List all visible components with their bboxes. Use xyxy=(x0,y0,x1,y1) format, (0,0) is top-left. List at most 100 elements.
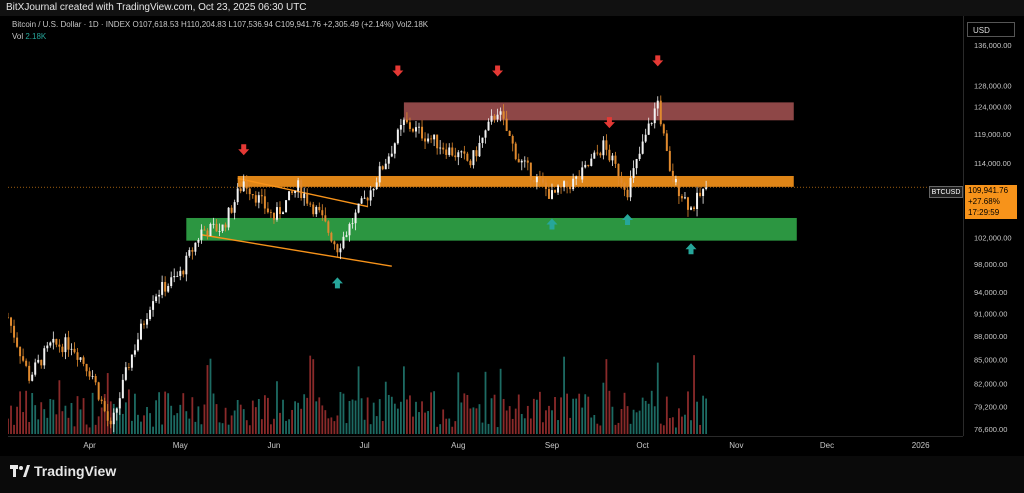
candle-body xyxy=(173,276,176,278)
candle-body xyxy=(375,182,378,189)
volume-bar xyxy=(457,372,460,434)
candle-body xyxy=(133,350,136,355)
trendline[interactable] xyxy=(201,234,392,267)
volume-bar xyxy=(91,392,94,434)
candle-body xyxy=(463,151,466,154)
volume-bar xyxy=(366,397,369,434)
chart-legend[interactable]: Bitcoin / U.S. Dollar · 1D · INDEX O107,… xyxy=(12,20,428,41)
price-tick-label: 82,000.00 xyxy=(974,379,1007,388)
tradingview-logo-icon xyxy=(10,465,30,477)
trendline[interactable] xyxy=(237,177,368,208)
candle-body xyxy=(218,231,221,232)
volume-bar xyxy=(40,402,43,434)
candle-body xyxy=(348,224,351,236)
up-arrow-marker[interactable] xyxy=(622,213,634,225)
tradingview-logo[interactable]: TradingView xyxy=(10,463,116,479)
candle-body xyxy=(239,188,242,192)
currency-button[interactable]: USD xyxy=(967,22,1015,37)
candle-body xyxy=(599,153,602,156)
volume-bar xyxy=(131,420,133,434)
volume-bar xyxy=(348,401,351,434)
candle-body xyxy=(303,193,306,199)
candle-body xyxy=(690,207,693,210)
down-arrow-marker[interactable] xyxy=(652,55,664,67)
volume-bar xyxy=(158,392,161,434)
candle-body xyxy=(130,354,133,368)
candle-body xyxy=(251,194,254,196)
down-arrow-marker[interactable] xyxy=(392,65,404,77)
time-axis[interactable]: Apr May Jun Jul Aug Sep Oct Nov Dec 2026 xyxy=(8,436,963,455)
price-axis[interactable]: 136,000.00 128,000.00 124,000.00 119,000.00… xyxy=(963,16,1020,436)
down-arrow-marker[interactable] xyxy=(603,117,615,129)
candle-body xyxy=(34,362,37,375)
candle-body xyxy=(315,206,318,215)
legend-vol-value: 2.18K xyxy=(25,32,47,41)
volume-bar xyxy=(88,427,91,434)
support-zone[interactable] xyxy=(186,217,797,241)
candle-body xyxy=(19,346,22,357)
down-arrow-marker[interactable] xyxy=(238,144,250,156)
volume-bar xyxy=(100,407,103,434)
volume-bar xyxy=(532,398,535,434)
arrows-layer xyxy=(238,55,697,289)
up-arrow-marker[interactable] xyxy=(546,218,558,230)
volume-bar xyxy=(194,421,197,434)
volume-bar xyxy=(218,422,221,434)
candle-body xyxy=(182,270,185,275)
candle-body xyxy=(566,181,569,187)
up-arrow-marker[interactable] xyxy=(685,243,697,255)
candle-body xyxy=(257,195,260,203)
pivot-zone[interactable] xyxy=(237,175,794,187)
volume-bar xyxy=(702,395,704,434)
candle-body xyxy=(457,152,460,158)
candle-body xyxy=(605,140,608,150)
volume-bar xyxy=(185,411,188,434)
candle-body xyxy=(421,126,424,139)
volume-bar xyxy=(13,424,15,434)
volume-bar xyxy=(508,406,511,434)
candle-body xyxy=(424,138,427,142)
price-chart[interactable] xyxy=(7,16,963,436)
time-axis-labels: Apr May Jun Jul Aug Sep Oct Nov Dec 2026 xyxy=(83,441,930,450)
last-price-countdown: 17:29:59 xyxy=(968,208,1000,217)
candle-body xyxy=(575,176,578,179)
candle-body xyxy=(451,147,454,156)
volume-bar xyxy=(593,415,596,434)
volume-bar xyxy=(7,418,9,434)
candle-body xyxy=(146,319,149,325)
volume-bar xyxy=(263,395,266,434)
volume-bar xyxy=(215,404,218,434)
candle-body xyxy=(188,250,191,256)
footer-bar xyxy=(0,456,1024,493)
volume-bar xyxy=(671,417,674,434)
volume-bar xyxy=(191,397,194,434)
candle-body xyxy=(502,111,505,119)
volume-bar xyxy=(285,420,287,434)
resistance-zone[interactable] xyxy=(403,102,794,121)
volume-bar xyxy=(529,418,532,434)
volume-bar xyxy=(61,411,64,434)
candle-body xyxy=(330,232,333,242)
candle-body xyxy=(155,296,158,302)
volume-bar xyxy=(656,362,659,434)
price-tick-label: 85,000.00 xyxy=(974,355,1007,364)
chart-pane[interactable] xyxy=(7,16,963,436)
volume-bar xyxy=(403,366,405,434)
down-arrow-marker[interactable] xyxy=(492,65,504,77)
volume-bar xyxy=(22,412,25,434)
candle-body xyxy=(324,215,327,222)
candle-body xyxy=(248,188,251,195)
volume-bar xyxy=(381,421,384,434)
candle-body xyxy=(402,119,405,125)
volume-bar xyxy=(19,391,21,434)
volume-bar xyxy=(584,394,587,434)
up-arrow-marker[interactable] xyxy=(331,277,343,289)
candle-body xyxy=(572,178,575,190)
volume-bar xyxy=(412,416,414,434)
volume-bar xyxy=(605,359,608,434)
candle-body xyxy=(266,208,269,213)
candle-body xyxy=(590,158,593,166)
candle-body xyxy=(635,159,638,169)
volume-bar xyxy=(242,409,245,434)
volume-bar xyxy=(678,408,680,434)
